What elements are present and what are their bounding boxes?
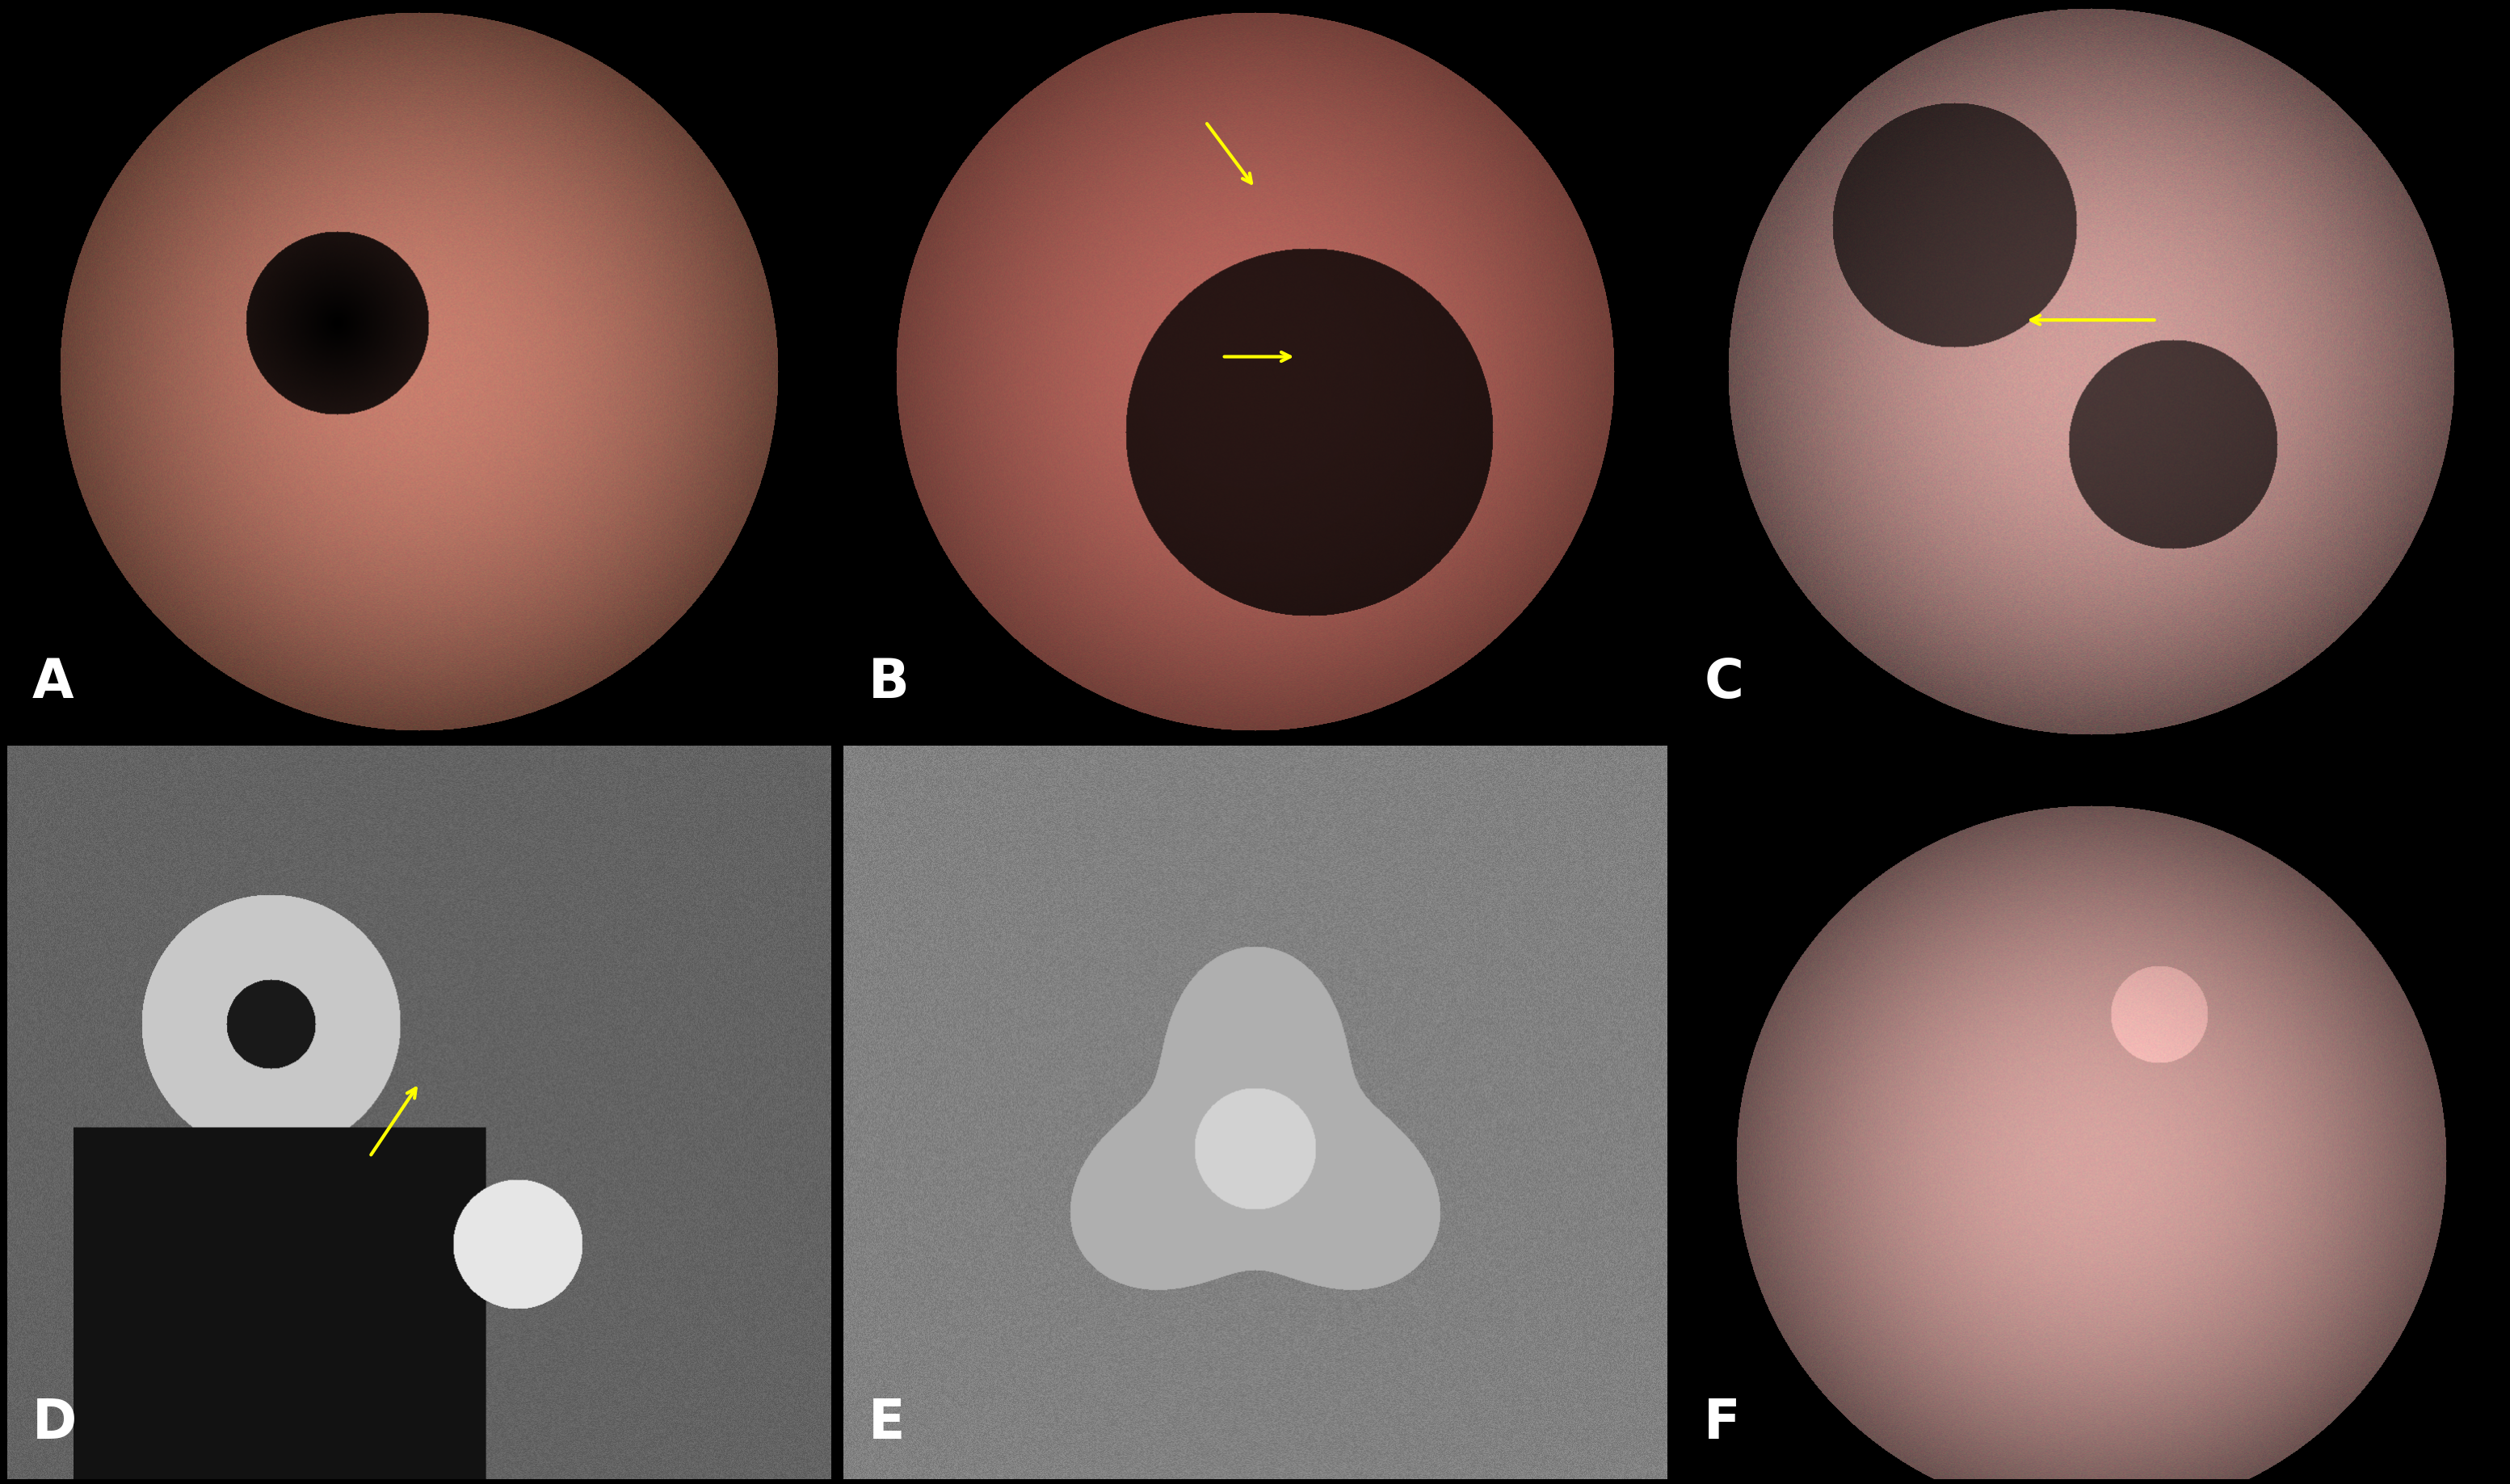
Text: C: C [1704, 656, 1744, 709]
Text: D: D [33, 1396, 78, 1450]
Text: A: A [33, 656, 73, 709]
Text: F: F [1704, 1396, 1739, 1450]
Text: E: E [868, 1396, 904, 1450]
Text: B: B [868, 656, 909, 709]
